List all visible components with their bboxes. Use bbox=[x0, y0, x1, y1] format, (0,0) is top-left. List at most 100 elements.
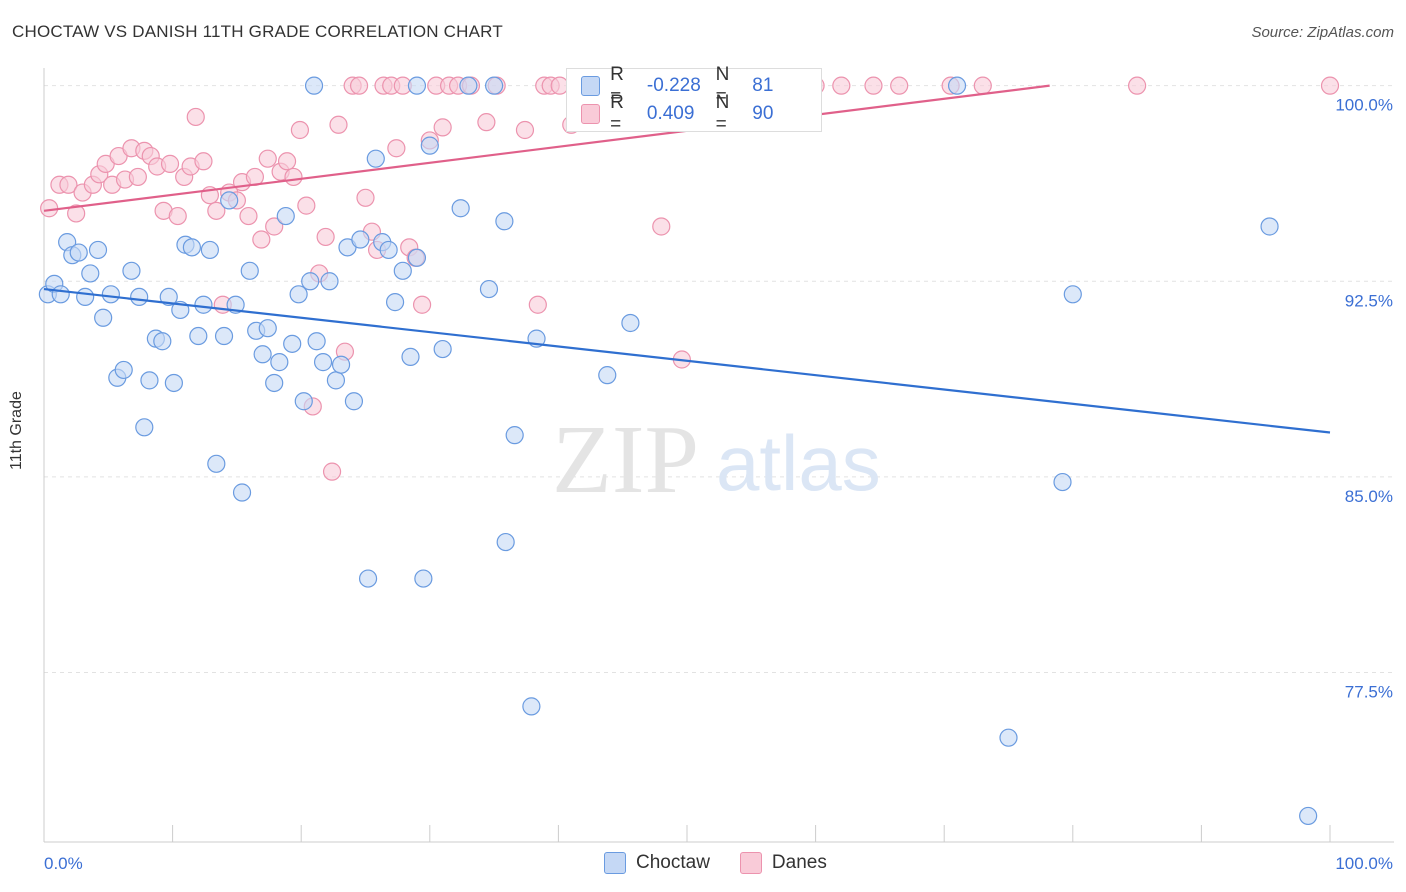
choctaw-point bbox=[344, 392, 364, 411]
choctaw-point bbox=[270, 353, 289, 372]
choctaw-point bbox=[433, 339, 452, 359]
choctaw-point bbox=[294, 392, 313, 411]
choctaw-point bbox=[505, 426, 524, 445]
legend-row-choctaw: R = -0.228 N = 81 bbox=[581, 64, 821, 107]
choctaw-point bbox=[76, 287, 95, 307]
choctaw-point bbox=[130, 287, 149, 307]
danes-point bbox=[194, 152, 213, 171]
legend-label-choctaw: Choctaw bbox=[636, 852, 710, 873]
choctaw-point bbox=[304, 76, 324, 95]
choctaw-point bbox=[522, 697, 541, 716]
choctaw-point bbox=[140, 371, 159, 390]
choctaw-point bbox=[114, 360, 133, 380]
danes-point bbox=[387, 139, 406, 158]
danes-point bbox=[832, 76, 851, 95]
chart-title: CHOCTAW VS DANISH 11TH GRADE CORRELATION… bbox=[12, 22, 503, 41]
y-tick-label: 85.0% bbox=[1345, 487, 1393, 506]
choctaw-point bbox=[276, 206, 295, 226]
watermark-zip: ZIP bbox=[552, 406, 699, 514]
choctaw-point bbox=[420, 136, 439, 155]
y-axis-label: 11th Grade bbox=[8, 391, 25, 470]
choctaw-point bbox=[69, 243, 88, 262]
legend-row-danes: R = 0.409 N = 90 bbox=[581, 92, 821, 135]
choctaw-point bbox=[182, 238, 201, 257]
choctaw-point bbox=[220, 191, 239, 210]
choctaw-point bbox=[1063, 285, 1082, 304]
danes-point bbox=[67, 204, 86, 223]
legend-r-value: 0.409 bbox=[646, 103, 695, 124]
danes-point bbox=[265, 217, 284, 236]
choctaw-point bbox=[135, 418, 154, 437]
watermark-atlas: atlas bbox=[716, 419, 881, 507]
choctaw-point bbox=[485, 76, 504, 95]
danes-point bbox=[477, 113, 496, 132]
danes-point bbox=[1320, 76, 1340, 95]
legend-r-label: R = bbox=[610, 92, 624, 135]
choctaw-point bbox=[159, 287, 178, 307]
danes-point bbox=[652, 217, 671, 236]
danes-point bbox=[40, 199, 59, 218]
choctaw-point bbox=[407, 248, 427, 267]
legend-item-choctaw[interactable]: Choctaw bbox=[604, 852, 710, 874]
series-legend: Choctaw Danes bbox=[604, 852, 857, 874]
choctaw-point bbox=[88, 240, 108, 260]
legend-swatch-danes bbox=[581, 104, 601, 124]
choctaw-point bbox=[122, 261, 141, 280]
choctaw-point bbox=[289, 285, 308, 304]
choctaw-point bbox=[385, 293, 405, 312]
danes-point bbox=[277, 152, 297, 171]
choctaw-point bbox=[240, 261, 259, 280]
choctaw-point bbox=[153, 332, 172, 351]
danes-point bbox=[864, 76, 883, 95]
choctaw-point bbox=[621, 313, 640, 333]
legend-r-value: -0.228 bbox=[646, 75, 701, 96]
choctaw-point bbox=[207, 454, 226, 473]
y-tick-label: 77.5% bbox=[1345, 682, 1393, 701]
choctaw-point bbox=[265, 373, 284, 393]
choctaw-point bbox=[331, 355, 351, 374]
danes-point bbox=[329, 115, 348, 134]
legend-item-danes[interactable]: Danes bbox=[739, 852, 827, 874]
danes-point bbox=[290, 120, 310, 140]
choctaw-point bbox=[194, 295, 213, 314]
danes-point bbox=[890, 76, 909, 95]
axes bbox=[43, 68, 1394, 843]
choctaw-point bbox=[358, 569, 378, 588]
choctaw-point bbox=[320, 272, 339, 291]
choctaw-point bbox=[999, 728, 1018, 747]
legend-swatch-danes bbox=[739, 852, 762, 874]
tick-labels: 100.0% 92.5% 85.0% 77.5% 0.0% 100.0% bbox=[44, 96, 1393, 873]
choctaw-point bbox=[81, 264, 100, 283]
danes-point bbox=[515, 120, 535, 140]
choctaw-point bbox=[401, 347, 420, 366]
danes-point bbox=[322, 462, 342, 481]
choctaw-point bbox=[451, 199, 470, 218]
choctaw-point bbox=[1053, 472, 1072, 492]
legend-label-danes: Danes bbox=[771, 852, 827, 873]
danes-point bbox=[128, 167, 147, 187]
danes-point bbox=[160, 154, 180, 173]
danes-point bbox=[168, 206, 187, 226]
legend-n-label: N = bbox=[715, 92, 730, 135]
choctaw-point bbox=[393, 261, 412, 280]
danes-point bbox=[356, 188, 375, 207]
danes-point bbox=[316, 227, 335, 247]
choctaw-point bbox=[366, 149, 385, 168]
y-tick-label: 100.0% bbox=[1335, 96, 1393, 115]
danes-point bbox=[284, 167, 303, 187]
choctaw-point bbox=[495, 212, 514, 231]
danes-point bbox=[1127, 76, 1147, 95]
danes-point bbox=[258, 149, 277, 168]
danes-point bbox=[239, 206, 258, 226]
choctaw-points bbox=[38, 76, 1318, 826]
legend-n-label: N = bbox=[715, 64, 730, 107]
danes-point bbox=[59, 175, 78, 194]
y-tick-label: 92.5% bbox=[1345, 291, 1393, 310]
choctaw-point bbox=[407, 76, 427, 95]
danes-point bbox=[433, 118, 452, 137]
choctaw-point bbox=[414, 569, 433, 588]
choctaw-point bbox=[479, 279, 499, 299]
legend-swatch-choctaw bbox=[581, 76, 601, 96]
danes-trend-line bbox=[43, 84, 1050, 212]
